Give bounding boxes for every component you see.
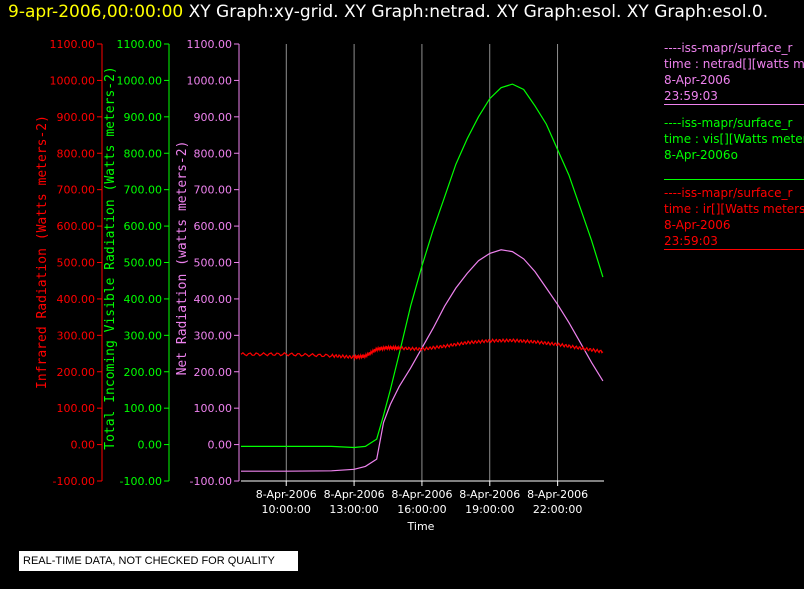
title-graphs: XY Graph:xy-grid. XY Graph:netrad. XY Gr…	[188, 2, 769, 22]
y-tick-label: 300.00	[194, 329, 233, 342]
legend-line: ----iss-mapr/surface_r	[664, 116, 793, 130]
y-tick-label: 700.00	[57, 184, 96, 197]
y-tick-label: 1000.00	[117, 74, 163, 87]
legend-line: ----iss-mapr/surface_r	[664, 186, 793, 200]
y-tick-label: 200.00	[194, 366, 233, 379]
y-tick-label: 1100.00	[187, 38, 233, 51]
y-tick-label: 500.00	[194, 257, 233, 270]
legend-divider	[664, 104, 804, 105]
x-tick-label-date: 8-Apr-2006	[527, 488, 588, 501]
y-tick-label: 400.00	[57, 293, 96, 306]
y-tick-label: 300.00	[124, 329, 163, 342]
series-line-3	[240, 337, 604, 361]
y-tick-label: 800.00	[57, 147, 96, 160]
y-tick-label: 400.00	[194, 293, 233, 306]
x-tick-label-date: 8-Apr-2006	[256, 488, 317, 501]
y-tick-label: 200.00	[57, 366, 96, 379]
legend-field: time : netrad[][watts me	[664, 57, 804, 71]
y-tick-label: -100.00	[190, 475, 232, 488]
title-date: 9-apr-2006,00:00:00	[8, 2, 184, 22]
x-tick-label-time: 16:00:00	[397, 503, 446, 516]
y-tick-label: 0.00	[208, 439, 233, 452]
y-tick-label: 1100.00	[50, 38, 96, 51]
x-tick-label-time: 19:00:00	[465, 503, 514, 516]
y-axis-label: Infrared Radiation (Watts meters-2)	[35, 115, 50, 389]
legend-divider	[664, 179, 804, 180]
chart-title: 9-apr-2006,00:00:00 XY Graph:xy-grid. XY…	[8, 2, 768, 22]
x-tick-label-time: 22:00:00	[533, 503, 582, 516]
y-tick-label: 0.00	[138, 439, 163, 452]
x-tick-label-time: 13:00:00	[329, 503, 378, 516]
legend-date: 8-Apr-2006	[664, 218, 731, 232]
y-tick-label: -100.00	[120, 475, 162, 488]
y-axis-label: Net Radiation (watts meters-2)	[175, 141, 190, 376]
y-tick-label: 1000.00	[50, 74, 96, 87]
y-tick-label: 900.00	[124, 111, 163, 124]
x-axis-label: Time	[407, 520, 435, 533]
y-tick-label: -100.00	[53, 475, 95, 488]
y-tick-label: 600.00	[124, 220, 163, 233]
y-tick-label: 700.00	[194, 184, 233, 197]
y-tick-label: 500.00	[124, 257, 163, 270]
y-tick-label: 900.00	[57, 111, 96, 124]
y-tick-label: 0.00	[71, 439, 96, 452]
legend-time: 23:59:03	[664, 234, 718, 248]
legend-date: 8-Apr-2006o	[664, 148, 738, 162]
y-tick-label: 900.00	[194, 111, 233, 124]
legend-field: time : vis[][Watts meter	[664, 132, 804, 146]
x-tick-label-date: 8-Apr-2006	[459, 488, 520, 501]
legend-time	[664, 163, 804, 179]
x-tick-label-time: 10:00:00	[262, 503, 311, 516]
y-tick-label: 400.00	[124, 293, 163, 306]
legend-field: time : ir[][Watts meters	[664, 202, 804, 216]
y-tick-label: 1100.00	[117, 38, 163, 51]
y-tick-label: 600.00	[57, 220, 96, 233]
legend-time: 23:59:03	[664, 89, 718, 103]
y-tick-label: 300.00	[57, 329, 96, 342]
series-line-1	[241, 83, 604, 449]
quality-notice: REAL-TIME DATA, NOT CHECKED FOR QUALITY	[19, 551, 298, 571]
y-axis-label: Total Incoming Visible Radiation (Watts …	[103, 66, 118, 450]
y-tick-label: 100.00	[124, 402, 163, 415]
legend-date: 8-Apr-2006	[664, 73, 731, 87]
y-tick-label: 600.00	[194, 220, 233, 233]
legend-line: ----iss-mapr/surface_r	[664, 41, 793, 55]
y-tick-label: 700.00	[124, 184, 163, 197]
series-line-2	[241, 249, 604, 472]
legend-divider	[664, 249, 804, 250]
y-tick-label: 800.00	[124, 147, 163, 160]
x-tick-label-date: 8-Apr-2006	[391, 488, 452, 501]
x-tick-label-date: 8-Apr-2006	[324, 488, 385, 501]
y-tick-label: 100.00	[194, 402, 233, 415]
y-tick-label: 500.00	[57, 257, 96, 270]
y-tick-label: 800.00	[194, 147, 233, 160]
y-tick-label: 200.00	[124, 366, 163, 379]
y-tick-label: 1000.00	[187, 74, 233, 87]
y-tick-label: 100.00	[57, 402, 96, 415]
